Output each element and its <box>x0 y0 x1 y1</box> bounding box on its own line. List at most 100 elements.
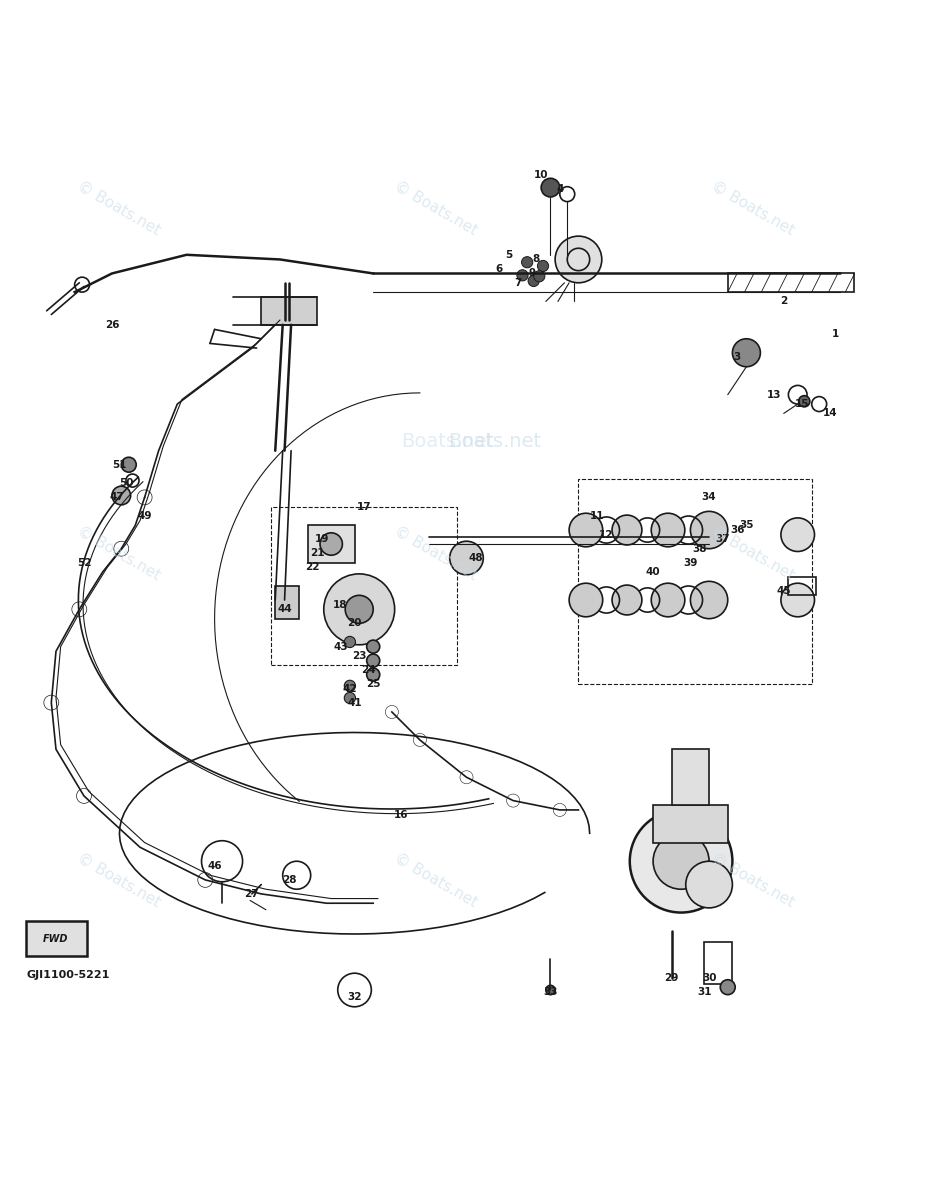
Text: 42: 42 <box>342 684 357 694</box>
Circle shape <box>651 583 685 617</box>
Circle shape <box>630 810 732 912</box>
Circle shape <box>651 514 685 547</box>
Text: 50: 50 <box>118 479 133 488</box>
Text: 1: 1 <box>831 329 839 340</box>
Circle shape <box>537 260 549 271</box>
Text: 46: 46 <box>207 860 222 871</box>
Text: 44: 44 <box>277 605 292 614</box>
Text: 29: 29 <box>664 973 679 983</box>
Circle shape <box>720 979 735 995</box>
Circle shape <box>690 581 728 619</box>
Text: 21: 21 <box>310 548 325 558</box>
Bar <box>704 942 732 984</box>
Text: 38: 38 <box>692 544 707 553</box>
Circle shape <box>367 668 380 682</box>
Text: 2: 2 <box>780 296 787 306</box>
Text: 3: 3 <box>733 353 741 362</box>
Text: 11: 11 <box>590 511 605 521</box>
Text: © Boats.net: © Boats.net <box>75 850 163 910</box>
Text: 9: 9 <box>528 269 536 278</box>
Text: 30: 30 <box>702 973 717 983</box>
Text: 49: 49 <box>137 511 152 521</box>
Text: 24: 24 <box>361 665 376 674</box>
Circle shape <box>344 636 355 648</box>
Circle shape <box>75 277 90 292</box>
Bar <box>728 274 854 292</box>
Circle shape <box>569 583 603 617</box>
Bar <box>672 749 709 805</box>
Text: 23: 23 <box>352 650 367 661</box>
Text: 8: 8 <box>533 254 540 264</box>
Circle shape <box>320 533 342 556</box>
Circle shape <box>121 457 136 472</box>
Text: 28: 28 <box>282 875 297 884</box>
Text: 43: 43 <box>333 642 348 652</box>
Text: 12: 12 <box>599 529 614 540</box>
Text: 7: 7 <box>514 277 522 288</box>
Circle shape <box>555 236 602 283</box>
Text: © Boats.net: © Boats.net <box>392 523 480 583</box>
Text: 26: 26 <box>104 319 119 330</box>
Text: 51: 51 <box>112 460 127 469</box>
Circle shape <box>612 586 642 614</box>
Circle shape <box>612 515 642 545</box>
Text: © Boats.net: © Boats.net <box>709 523 798 583</box>
Text: 41: 41 <box>347 697 362 708</box>
Text: 45: 45 <box>776 586 791 595</box>
Text: 5: 5 <box>505 250 512 259</box>
Text: 25: 25 <box>366 679 381 689</box>
Circle shape <box>344 680 355 691</box>
Text: 35: 35 <box>739 521 754 530</box>
Text: 17: 17 <box>356 502 371 511</box>
Text: 22: 22 <box>305 563 320 572</box>
Text: 14: 14 <box>823 408 838 419</box>
Circle shape <box>112 486 131 505</box>
Circle shape <box>546 985 555 995</box>
Circle shape <box>732 338 760 367</box>
Text: 6: 6 <box>495 264 503 274</box>
Circle shape <box>781 583 815 617</box>
Bar <box>578 479 812 684</box>
Text: GJI1100-5221: GJI1100-5221 <box>26 970 109 980</box>
Text: © Boats.net: © Boats.net <box>709 179 798 238</box>
Text: 18: 18 <box>333 600 348 610</box>
Text: 47: 47 <box>109 492 124 503</box>
Text: 10: 10 <box>534 170 549 180</box>
Circle shape <box>653 833 709 889</box>
Text: 13: 13 <box>767 390 782 400</box>
Text: 52: 52 <box>77 558 91 568</box>
Bar <box>26 920 87 956</box>
Circle shape <box>324 574 395 644</box>
Text: 31: 31 <box>697 986 712 997</box>
Text: 36: 36 <box>730 526 745 535</box>
Bar <box>271 506 457 665</box>
Bar <box>653 805 728 842</box>
Circle shape <box>534 271 545 282</box>
Text: 16: 16 <box>394 810 409 820</box>
Text: 4: 4 <box>556 185 564 194</box>
Circle shape <box>344 692 355 703</box>
Text: Boats.net: Boats.net <box>401 432 494 451</box>
Circle shape <box>686 862 732 908</box>
Text: © Boats.net: © Boats.net <box>75 179 163 238</box>
Text: 39: 39 <box>683 558 698 568</box>
Bar <box>788 577 816 595</box>
Text: © Boats.net: © Boats.net <box>75 523 163 583</box>
Circle shape <box>528 275 539 287</box>
Text: 33: 33 <box>543 986 558 997</box>
Circle shape <box>367 654 380 667</box>
Bar <box>275 586 299 619</box>
Circle shape <box>569 514 603 547</box>
Text: © Boats.net: © Boats.net <box>392 179 480 238</box>
Text: Boats.net: Boats.net <box>448 432 541 451</box>
Text: 40: 40 <box>646 568 661 577</box>
Text: © Boats.net: © Boats.net <box>709 850 798 910</box>
Circle shape <box>517 270 528 281</box>
Bar <box>308 526 355 563</box>
Circle shape <box>345 595 373 623</box>
Text: 19: 19 <box>314 534 329 545</box>
Text: 32: 32 <box>347 991 362 1002</box>
Text: © Boats.net: © Boats.net <box>392 850 480 910</box>
Text: FWD: FWD <box>43 934 69 943</box>
Text: 27: 27 <box>244 889 259 899</box>
